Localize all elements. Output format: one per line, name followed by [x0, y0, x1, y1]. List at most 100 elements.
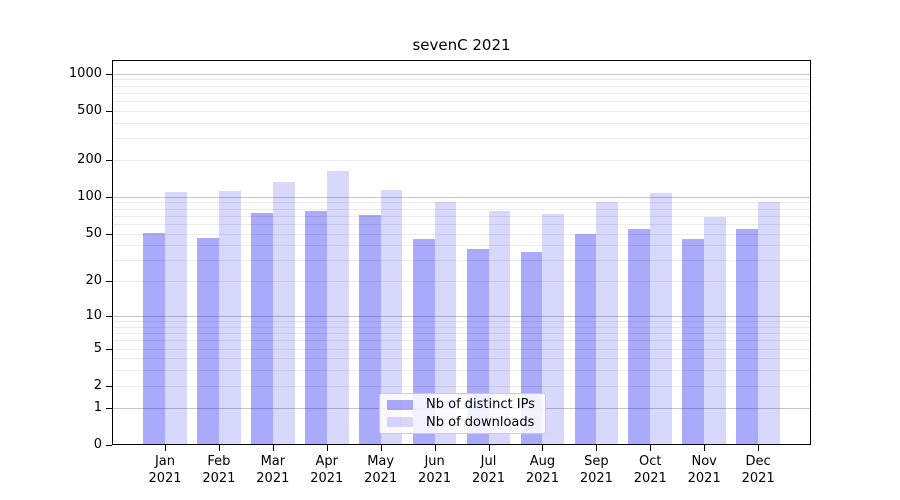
x-tick-label: Nov 2021 — [687, 454, 721, 486]
bar-downloads-oct — [650, 193, 673, 445]
gridline-minor — [112, 340, 811, 342]
y-tick-label: 20 — [85, 273, 102, 289]
y-tick — [106, 281, 112, 283]
bar-distinct-ips-apr — [304, 211, 327, 445]
gridline-minor — [112, 100, 811, 102]
gridline-minor — [112, 260, 811, 262]
x-tick — [758, 445, 760, 451]
legend-item-distinct-ips: Nb of distinct IPs — [387, 396, 545, 413]
y-tick-label: 50 — [85, 225, 102, 241]
bar-distinct-ips-mar — [251, 212, 273, 445]
y-tick — [106, 445, 112, 446]
bar-distinct-ips-sep — [574, 233, 597, 445]
x-tick — [434, 445, 436, 451]
y-tick — [106, 348, 112, 350]
legend-swatch-distinct-ips — [387, 399, 413, 410]
y-tick — [106, 196, 112, 198]
gridline-minor — [112, 159, 811, 161]
gridline-major — [112, 316, 811, 318]
gridline-minor — [112, 92, 811, 94]
y-tick-label: 5 — [93, 340, 102, 356]
bar-distinct-ips-dec — [736, 228, 759, 445]
gridline-minor — [112, 223, 811, 225]
x-tick-label: Apr 2021 — [310, 454, 344, 486]
x-tick — [380, 445, 382, 451]
y-tick — [106, 316, 112, 318]
y-tick — [106, 73, 112, 75]
x-tick — [488, 445, 490, 451]
bar-downloads-jan — [165, 191, 187, 445]
y-tick — [106, 385, 112, 387]
bar-distinct-ips-jan — [143, 232, 165, 445]
gridline-minor — [112, 245, 811, 247]
bar-downloads-feb — [218, 190, 241, 445]
bar-downloads-nov — [704, 217, 726, 445]
chart-title: sevenC 2021 — [412, 36, 511, 54]
x-tick-label: Feb 2021 — [202, 454, 236, 486]
y-tick — [106, 110, 112, 112]
x-tick-label: Jul 2021 — [471, 454, 506, 486]
gridline-minor — [112, 85, 811, 87]
bar-downloads-dec — [758, 202, 780, 445]
y-tick-label: 1 — [93, 399, 102, 415]
bar-downloads-may — [380, 189, 403, 445]
gridline-minor — [112, 110, 811, 112]
legend: Nb of distinct IPs Nb of downloads — [379, 393, 546, 434]
x-tick — [326, 445, 328, 451]
y-tick — [106, 159, 112, 161]
gridline-minor — [112, 202, 811, 204]
x-tick-label: May 2021 — [364, 454, 398, 486]
gridline-minor — [112, 122, 811, 124]
y-tick — [106, 233, 112, 235]
legend-swatch-downloads — [387, 417, 413, 428]
gridline-minor — [112, 281, 811, 283]
gridline-major — [112, 73, 811, 75]
gridline-minor — [112, 348, 811, 350]
bar-downloads-mar — [272, 181, 295, 445]
bar-downloads-aug — [542, 214, 565, 445]
y-tick-label: 100 — [77, 188, 102, 204]
gridline-minor — [112, 321, 811, 323]
bar-distinct-ips-oct — [628, 228, 651, 445]
gridline-minor — [112, 385, 811, 387]
gridline-minor — [112, 79, 811, 81]
x-tick — [650, 445, 652, 451]
y-tick-label: 1000 — [68, 65, 102, 81]
y-tick-label: 10 — [85, 308, 102, 324]
bar-distinct-ips-may — [358, 215, 381, 445]
x-tick-label: Jun 2021 — [418, 454, 452, 486]
gridline-minor — [112, 138, 811, 140]
bar-downloads-jun — [434, 201, 457, 445]
x-tick-label: Oct 2021 — [633, 454, 667, 486]
y-tick-label: 200 — [77, 151, 102, 167]
x-tick — [165, 445, 166, 451]
bar-distinct-ips-nov — [682, 239, 705, 445]
y-tick-label: 0 — [93, 437, 102, 452]
bar-downloads-jul — [488, 210, 511, 445]
x-tick-label: Jan 2021 — [148, 454, 182, 486]
bar-downloads-sep — [596, 201, 619, 445]
y-tick-label: 500 — [77, 102, 102, 118]
x-tick-label: Aug 2021 — [525, 454, 559, 486]
x-tick — [542, 445, 544, 451]
plot-area — [112, 60, 811, 445]
gridline-minor — [112, 215, 811, 217]
legend-label: Nb of downloads — [426, 414, 535, 430]
gridline-minor — [112, 326, 811, 328]
y-tick-label: 2 — [93, 377, 102, 393]
x-tick — [596, 445, 598, 451]
y-tick — [106, 407, 112, 409]
x-tick-label: Sep 2021 — [579, 454, 613, 486]
x-tick — [704, 445, 706, 451]
bar-downloads-apr — [326, 170, 349, 445]
gridline-major — [112, 196, 811, 198]
gridline-minor — [112, 208, 811, 210]
gridline-minor — [112, 358, 811, 360]
gridline-minor — [112, 233, 811, 235]
x-tick — [272, 445, 274, 451]
x-tick-label: Mar 2021 — [256, 454, 290, 486]
legend-item-downloads: Nb of downloads — [387, 414, 545, 431]
bar-distinct-ips-feb — [197, 237, 219, 445]
gridline-minor — [112, 370, 811, 372]
